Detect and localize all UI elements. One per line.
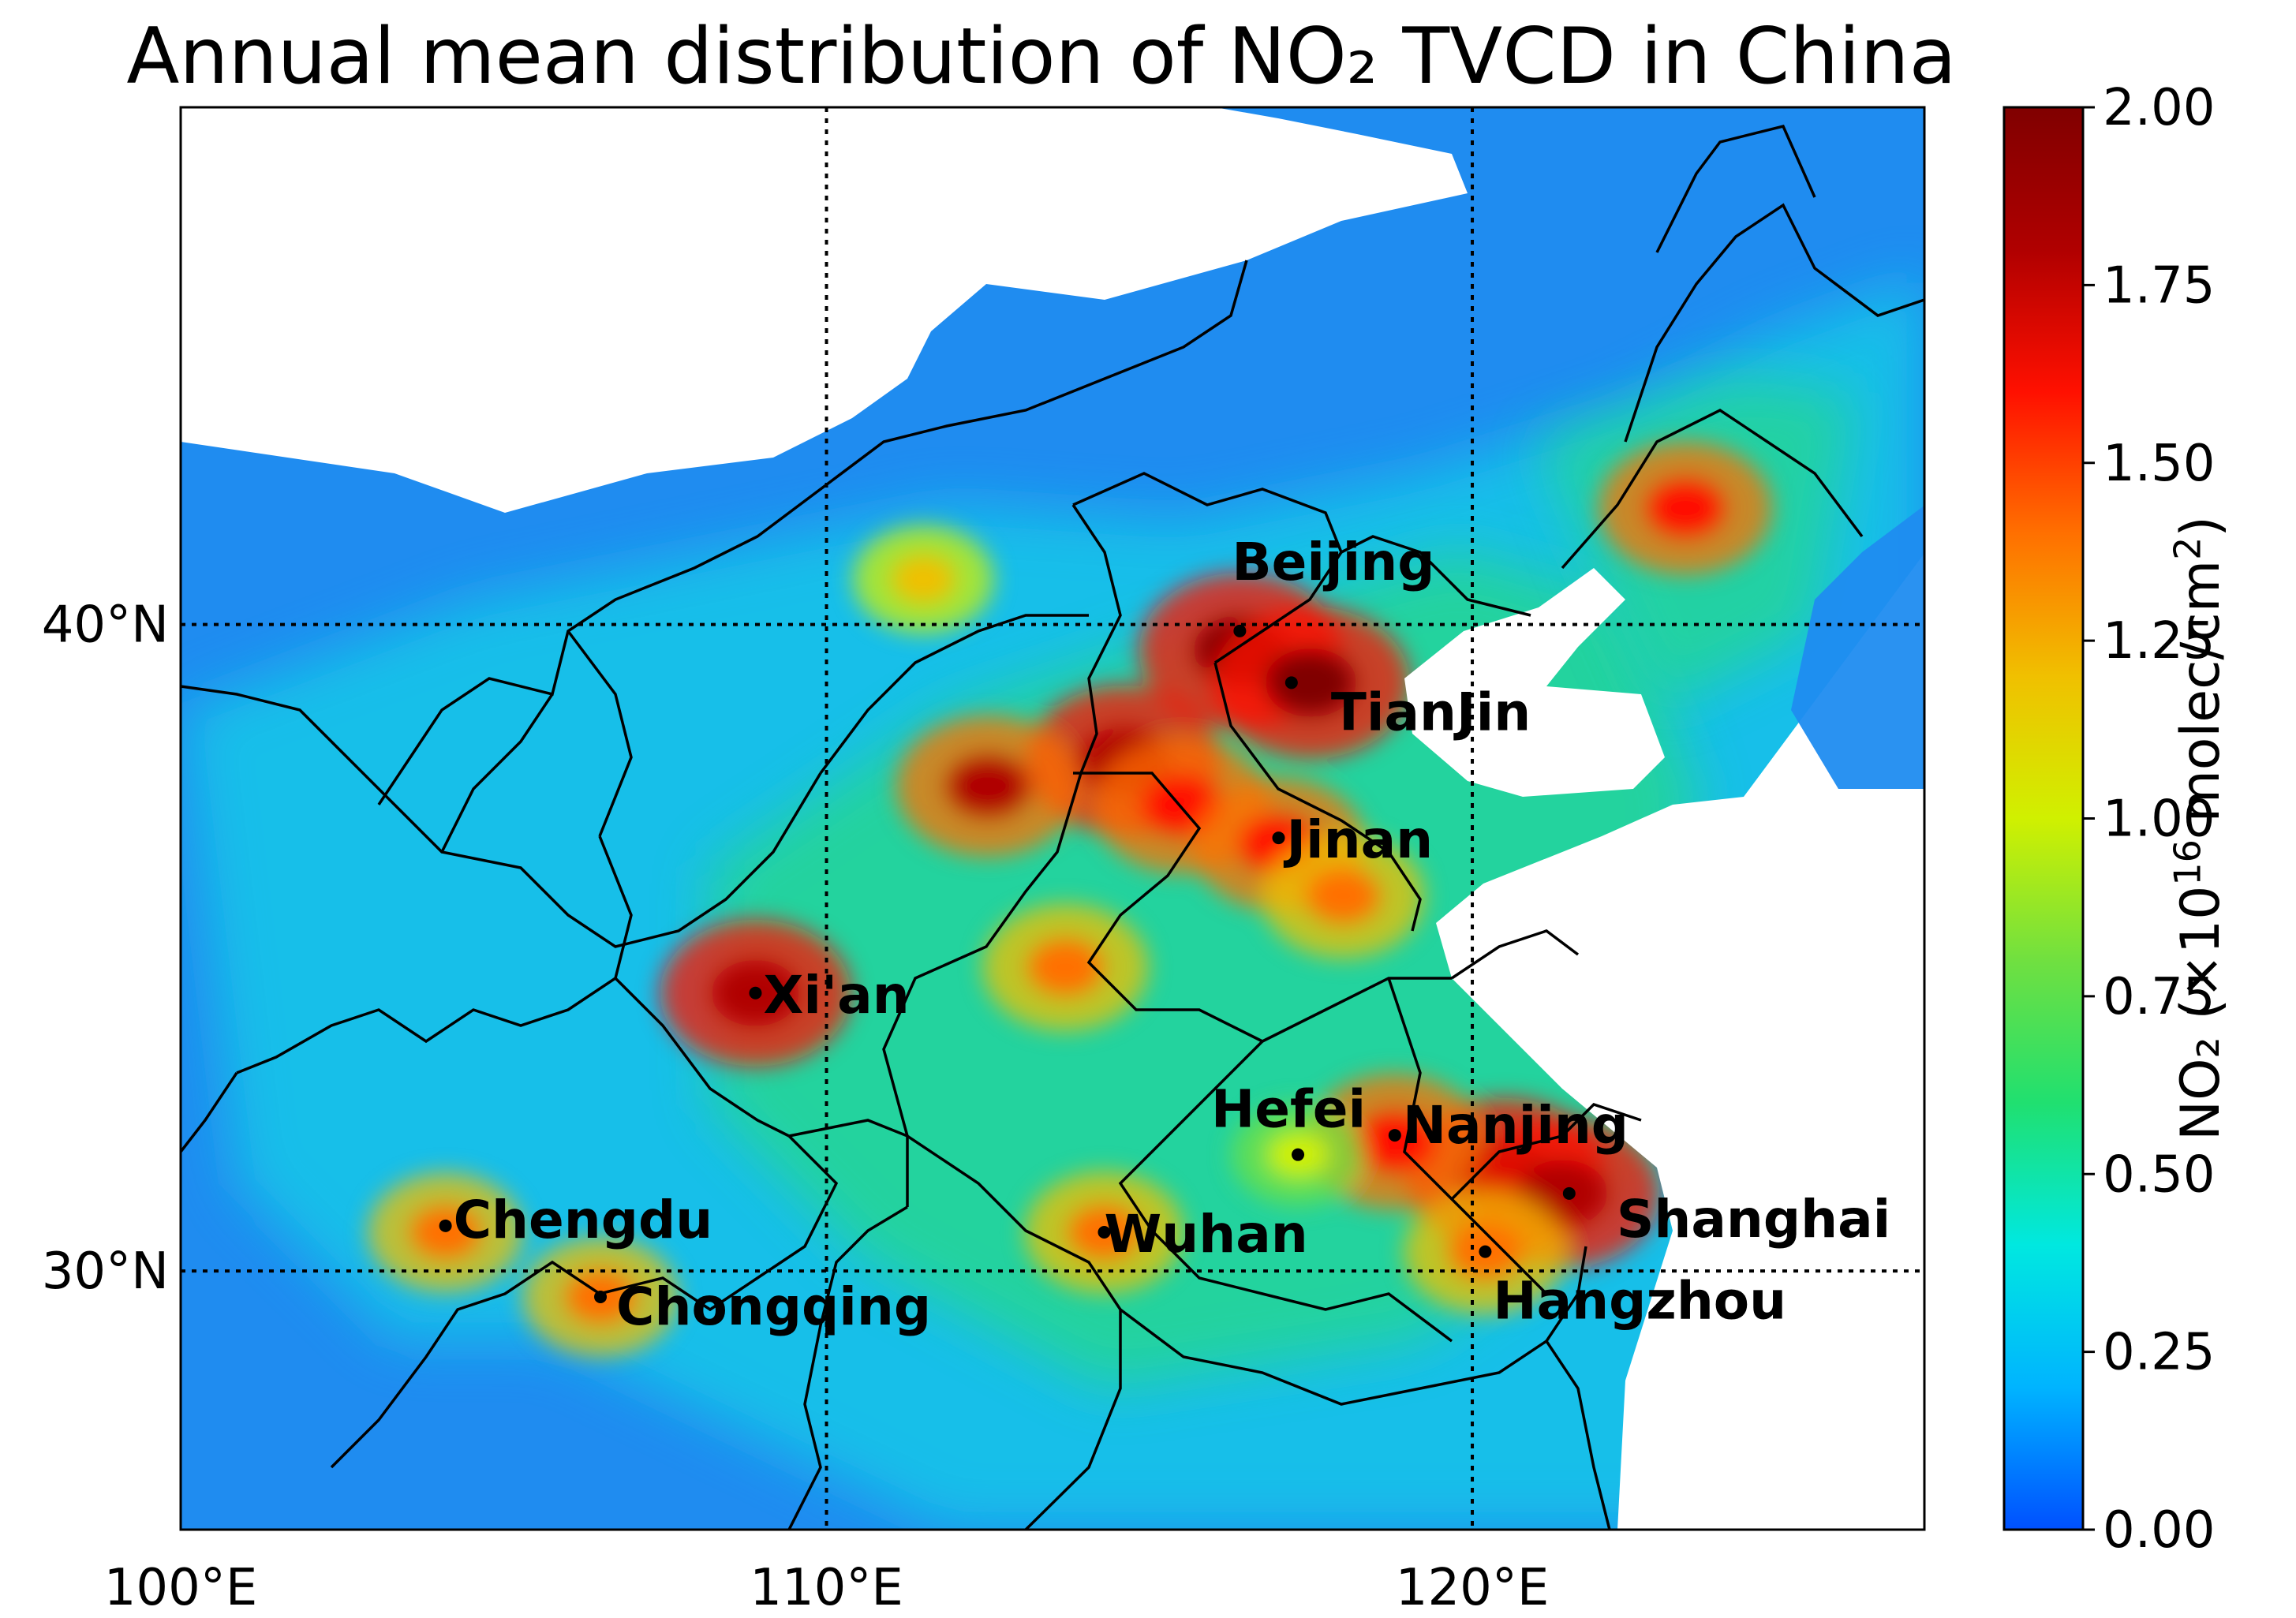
city-dot	[1284, 676, 1298, 689]
lat-tick-label: 40°N	[42, 596, 169, 655]
city-label: Xi'an	[763, 965, 909, 1026]
colorbar-label: NO₂ (×1016 molec/cm2)	[2166, 516, 2232, 1141]
no2-hotspot-core	[409, 1205, 481, 1259]
map-frame	[179, 106, 1926, 1531]
city-label: Beijing	[1232, 532, 1434, 592]
no2-hotspot-core	[1305, 868, 1381, 925]
city-label: Wuhan	[1104, 1204, 1307, 1265]
city-dot	[749, 986, 762, 1000]
colorbar-tick-label: 0.00	[2103, 1501, 2216, 1560]
no2-hotspot-core	[1354, 1111, 1436, 1172]
city-dot	[439, 1219, 452, 1232]
city-label: Jinan	[1283, 809, 1433, 870]
colorbar-tick-label: 1.50	[2103, 435, 2216, 493]
city-label: Shanghai	[1617, 1189, 1890, 1250]
city-dot	[1388, 1129, 1401, 1142]
no2-hotspot-core	[891, 555, 956, 604]
map-title: Annual mean distribution of NO₂ TVCD in …	[126, 12, 1957, 102]
city-label: Chengdu	[454, 1190, 713, 1250]
city-dot	[1098, 1226, 1111, 1239]
map-plot-area	[181, 107, 1924, 1530]
city-label: Nanjing	[1403, 1095, 1629, 1156]
city-dot	[594, 1290, 608, 1303]
colorbar	[2002, 106, 2085, 1531]
no2-hotspot-core	[1265, 648, 1357, 717]
colorbar-ticks: 0.00 0.25 0.50 0.75 1.00 1.25 1.50 1.75 2.00	[2083, 79, 2216, 1560]
korea-area	[1791, 505, 1924, 789]
city-label: TianJin	[1331, 682, 1531, 742]
lon-tick-label: 100°E	[104, 1559, 258, 1617]
city-labels: Beijing TianJin Jinan Xi'an Hefei Nanjing Shan…	[439, 532, 1890, 1337]
colorbar-tick-label: 0.75	[2103, 968, 2216, 1026]
colorbar-tick-label: 1.00	[2103, 790, 2216, 849]
lon-tick-label: 120°E	[1396, 1559, 1550, 1617]
city-label: Chongqing	[616, 1276, 931, 1337]
city-dot	[1562, 1186, 1576, 1200]
axis-ticks: 100°E 110°E 120°E 30°N 40°N	[42, 596, 1550, 1617]
bohai-sea	[1404, 568, 1665, 797]
lon-tick-label: 110°E	[750, 1559, 903, 1617]
yellow-sea	[1436, 553, 1924, 1530]
colorbar-tick-label: 1.25	[2103, 612, 2216, 671]
no2-hotspot-core	[1645, 478, 1726, 539]
city-dot	[1292, 1148, 1305, 1161]
colorbar-tick-label: 0.25	[2103, 1324, 2216, 1382]
colorbar-tick-label: 0.50	[2103, 1145, 2216, 1204]
city-label: Hefei	[1211, 1079, 1366, 1140]
colorbar-tick-label: 2.00	[2103, 79, 2216, 137]
city-dot	[1479, 1245, 1492, 1258]
city-dot	[1233, 624, 1247, 637]
province-borders	[181, 124, 1924, 1530]
colorbar-tick-label: 1.75	[2103, 256, 2216, 315]
city-label: Hangzhou	[1493, 1271, 1786, 1332]
hotspot-layer	[368, 441, 1772, 1357]
mongolia-white-region	[181, 107, 1468, 513]
gridlines	[181, 107, 1924, 1530]
lat-tick-label: 30°N	[42, 1242, 169, 1301]
city-dot	[1272, 831, 1285, 845]
no2-hotspot-core	[945, 754, 1030, 818]
no2-hotspot-core	[1026, 938, 1104, 996]
